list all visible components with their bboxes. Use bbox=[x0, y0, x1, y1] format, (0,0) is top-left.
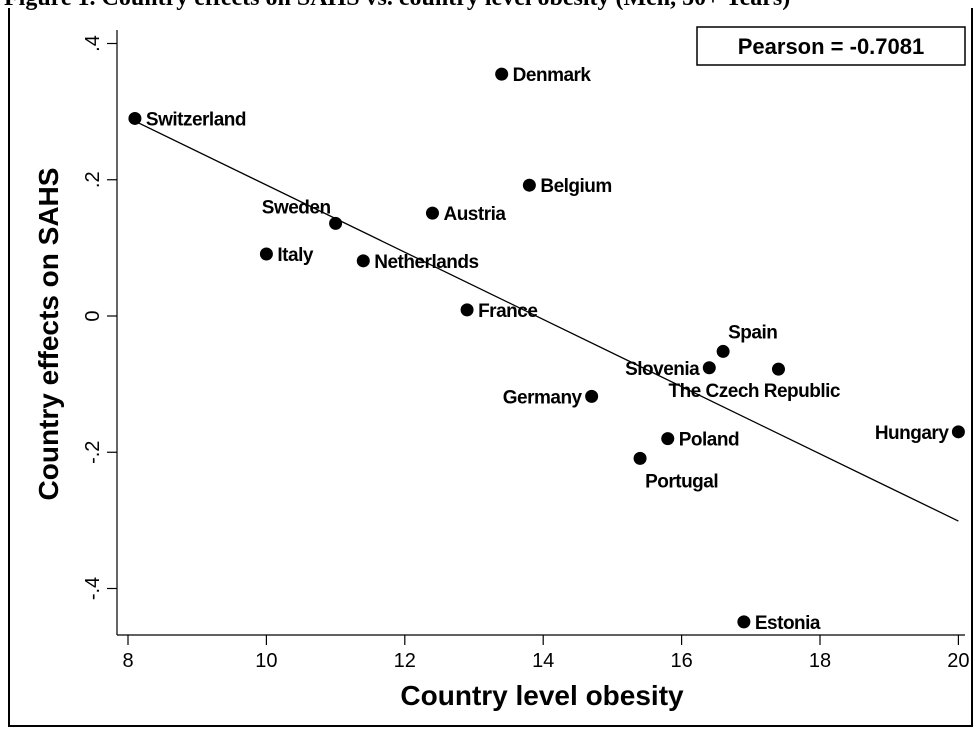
y-tick-label: 0 bbox=[82, 310, 104, 321]
data-point bbox=[426, 207, 439, 220]
point-label: Austria bbox=[443, 204, 506, 225]
point-label: Spain bbox=[728, 322, 777, 343]
x-tick-label: 8 bbox=[122, 650, 133, 672]
y-axis-title: Country effects on SAHS bbox=[33, 168, 64, 501]
data-point bbox=[357, 254, 370, 267]
x-tick-label: 12 bbox=[394, 650, 416, 672]
point-label: Portugal bbox=[645, 471, 718, 492]
point-label: Hungary bbox=[875, 423, 950, 444]
data-point bbox=[260, 248, 273, 261]
data-point bbox=[585, 390, 598, 403]
point-label: Germany bbox=[503, 387, 583, 408]
point-label: Switzerland bbox=[146, 109, 246, 130]
point-label: France bbox=[478, 301, 537, 322]
point-label: Poland bbox=[679, 430, 739, 451]
data-point bbox=[329, 217, 342, 230]
data-point bbox=[717, 345, 730, 358]
data-point bbox=[737, 615, 750, 628]
data-point bbox=[461, 303, 474, 316]
point-label: Slovenia bbox=[625, 359, 700, 380]
x-tick-label: 18 bbox=[809, 650, 831, 672]
y-tick-label: .4 bbox=[82, 35, 104, 52]
pearson-annotation: Pearson = -0.7081 bbox=[697, 27, 965, 65]
y-tick-label: -.2 bbox=[82, 441, 104, 464]
data-point bbox=[661, 432, 674, 445]
x-axis-title: Country level obesity bbox=[400, 680, 684, 711]
point-label: Sweden bbox=[262, 197, 331, 218]
point-label: Belgium bbox=[540, 176, 611, 197]
points-group: Switzerland Denmark Belgium Austria Sweden It… bbox=[128, 65, 964, 634]
data-point bbox=[772, 363, 785, 376]
y-tick-label: -.4 bbox=[82, 577, 104, 600]
data-point bbox=[495, 68, 508, 81]
data-point bbox=[952, 425, 965, 438]
x-tick-label: 14 bbox=[532, 650, 554, 672]
x-ticks-group: 8 10 12 14 16 18 20 bbox=[122, 635, 969, 672]
point-label: Netherlands bbox=[374, 252, 478, 273]
data-point bbox=[128, 112, 141, 125]
point-label: Italy bbox=[277, 245, 313, 266]
annotation-text: Pearson = -0.7081 bbox=[738, 34, 925, 59]
point-label: Estonia bbox=[755, 613, 821, 634]
data-point bbox=[523, 179, 536, 192]
point-label: Denmark bbox=[513, 65, 592, 86]
data-point bbox=[634, 452, 647, 465]
y-ticks-group: -.4 -.2 0 .2 .4 bbox=[82, 35, 117, 600]
x-tick-label: 10 bbox=[255, 650, 277, 672]
x-tick-label: 16 bbox=[670, 650, 692, 672]
y-tick-label: .2 bbox=[82, 171, 104, 188]
data-point bbox=[703, 361, 716, 374]
point-label: The Czech Republic bbox=[668, 381, 840, 402]
x-tick-label: 20 bbox=[947, 650, 969, 672]
